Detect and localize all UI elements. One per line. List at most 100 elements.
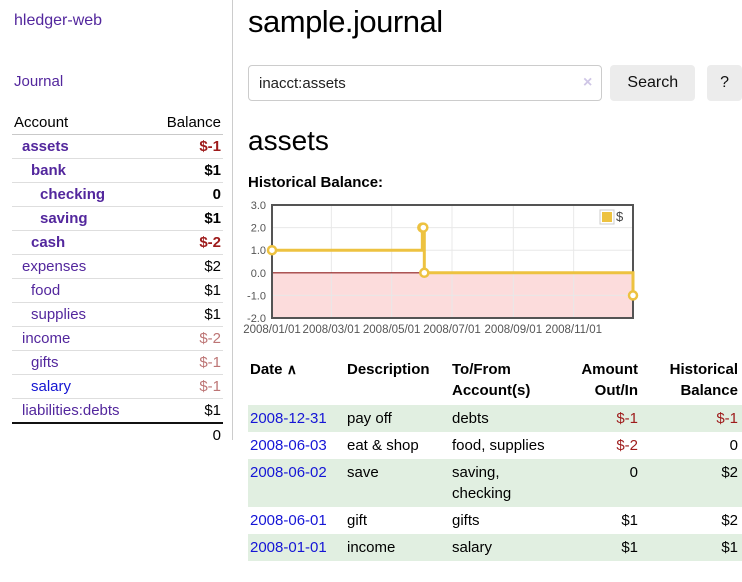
account-link-supplies[interactable]: supplies	[31, 306, 87, 323]
transaction-amount: 0	[629, 464, 638, 481]
th-balance: Historical Balance	[669, 361, 738, 399]
transaction-description: gift	[347, 512, 368, 529]
account-row: supplies $1	[12, 302, 223, 327]
chart-data-marker	[418, 222, 429, 233]
account-balance: $-2	[199, 330, 221, 347]
account-row: assets $-1	[12, 135, 223, 159]
account-heading: assets	[248, 125, 329, 156]
chart-xtick-label: 2008/05/01	[363, 324, 421, 336]
transaction-row: 2008-06-02 save saving, checking 0 $2	[248, 459, 742, 507]
chart-border	[271, 204, 634, 319]
main-content: sample.journal × Search ? assets Histori…	[243, 0, 742, 561]
account-row: income $-2	[12, 326, 223, 351]
transaction-accounts: gifts	[452, 512, 480, 529]
account-balance: $1	[204, 306, 221, 323]
transaction-description: eat & shop	[347, 437, 419, 454]
account-balance: $1	[204, 162, 221, 179]
chart-xtick-label: 2008/03/01	[303, 324, 361, 336]
transaction-row: 2008-01-01 income salary $1 $1	[248, 534, 742, 561]
account-link-checking[interactable]: checking	[40, 186, 106, 203]
account-link-assets[interactable]: assets	[22, 138, 69, 155]
account-link-gifts[interactable]: gifts	[31, 354, 59, 371]
chart-legend-label: $	[616, 209, 624, 224]
account-balance: $2	[204, 258, 221, 275]
th-description: Description	[347, 361, 430, 378]
accounts-total-row: 0	[12, 423, 223, 447]
account-link-income[interactable]: income	[22, 330, 71, 347]
search-button[interactable]: Search	[610, 65, 696, 101]
account-row: expenses $2	[12, 254, 223, 279]
transaction-balance: $2	[721, 464, 738, 481]
account-row: cash $-2	[12, 230, 223, 255]
th-date[interactable]: Date ∧	[250, 361, 297, 378]
account-balance: 0	[212, 186, 221, 203]
transaction-amount: $1	[621, 539, 638, 556]
account-link-expenses[interactable]: expenses	[22, 258, 87, 275]
transaction-amount: $1	[621, 512, 638, 529]
transaction-accounts: saving, checking	[452, 464, 512, 502]
nav-journal-link[interactable]: Journal	[14, 73, 64, 90]
accounts-header-balance: Balance	[166, 114, 221, 131]
account-balance: $-1	[199, 138, 221, 155]
clear-search-icon[interactable]: ×	[583, 74, 593, 91]
page-title: sample.journal	[248, 4, 443, 39]
account-balance: $1	[204, 282, 221, 299]
help-button[interactable]: ?	[707, 65, 742, 101]
chart-ytick-label: 3.0	[251, 200, 266, 212]
account-row: saving $1	[12, 206, 223, 231]
transaction-accounts: food, supplies	[452, 437, 545, 454]
transaction-date-link[interactable]: 2008-06-02	[250, 464, 327, 481]
transaction-amount: $-1	[616, 410, 638, 427]
transaction-balance: $2	[721, 512, 738, 529]
transaction-row: 2008-12-31 pay off debts $-1 $-1	[248, 405, 742, 432]
account-link-saving[interactable]: saving	[40, 210, 88, 227]
account-link-food[interactable]: food	[31, 282, 61, 299]
transaction-description: pay off	[347, 410, 392, 427]
transaction-description: income	[347, 539, 396, 556]
transaction-row: 2008-06-03 eat & shop food, supplies $-2 0	[248, 432, 742, 459]
transactions-table: Date ∧ Description To/From Account(s) Am…	[248, 357, 742, 561]
accounts-header-account: Account	[14, 114, 69, 131]
search-input[interactable]	[248, 65, 603, 101]
account-row: food $1	[12, 278, 223, 303]
accounts-table: Account Balance assets $-1 bank $1 checking 0…	[12, 111, 223, 447]
chart-xtick-label: 2008/01/01	[243, 324, 301, 336]
transactions-header-row: Date ∧ Description To/From Account(s) Am…	[248, 357, 742, 405]
transaction-date-link[interactable]: 2008-06-03	[250, 437, 327, 454]
transaction-date-link[interactable]: 2008-06-01	[250, 512, 327, 529]
transaction-balance: $1	[721, 539, 738, 556]
chart-legend-swatch	[602, 212, 612, 222]
account-link-bank[interactable]: bank	[31, 162, 67, 179]
sort-ascending-icon: ∧	[286, 361, 297, 377]
transaction-date-link[interactable]: 2008-12-31	[250, 410, 327, 427]
chart-data-marker	[419, 267, 430, 279]
search-field-wrap: ×	[248, 65, 603, 101]
brand-link[interactable]: hledger-web	[14, 12, 103, 29]
th-amount: Amount Out/In	[581, 361, 638, 399]
account-row: salary $-1	[12, 374, 223, 399]
account-row: gifts $-1	[12, 350, 223, 375]
account-balance: $-2	[199, 234, 221, 251]
chart-ytick-label: 1.0	[251, 245, 266, 257]
accounts-header-row: Account Balance	[12, 111, 223, 135]
transaction-accounts: salary	[452, 539, 493, 556]
account-link-liabilities-debts[interactable]: liabilities:debts	[22, 402, 120, 419]
chart-xtick-label: 2008/11/01	[545, 324, 602, 336]
chart-xtick-label: 2008/07/01	[423, 324, 481, 336]
accounts-total-value: 0	[212, 427, 221, 444]
transaction-accounts: debts	[452, 410, 489, 427]
chart-data-marker	[266, 244, 278, 256]
account-row: liabilities:debts $1	[12, 398, 223, 424]
chart-ytick-label: -2.0	[247, 313, 266, 325]
account-link-salary[interactable]: salary	[31, 378, 72, 395]
account-balance: $1	[204, 402, 221, 419]
chart-title: Historical Balance:	[248, 174, 384, 191]
account-link-cash[interactable]: cash	[31, 234, 66, 251]
chart-data-marker	[627, 290, 639, 301]
transaction-date-link[interactable]: 2008-01-01	[250, 539, 327, 556]
historical-balance-chart: 3.0 2.0 1.0 0.0 -1.0 -2.0 2008/01/01 2008/03/01…	[238, 199, 742, 339]
chart-ytick-label: 2.0	[251, 223, 266, 235]
account-row: checking 0	[12, 182, 223, 207]
account-balance: $-1	[199, 354, 221, 371]
